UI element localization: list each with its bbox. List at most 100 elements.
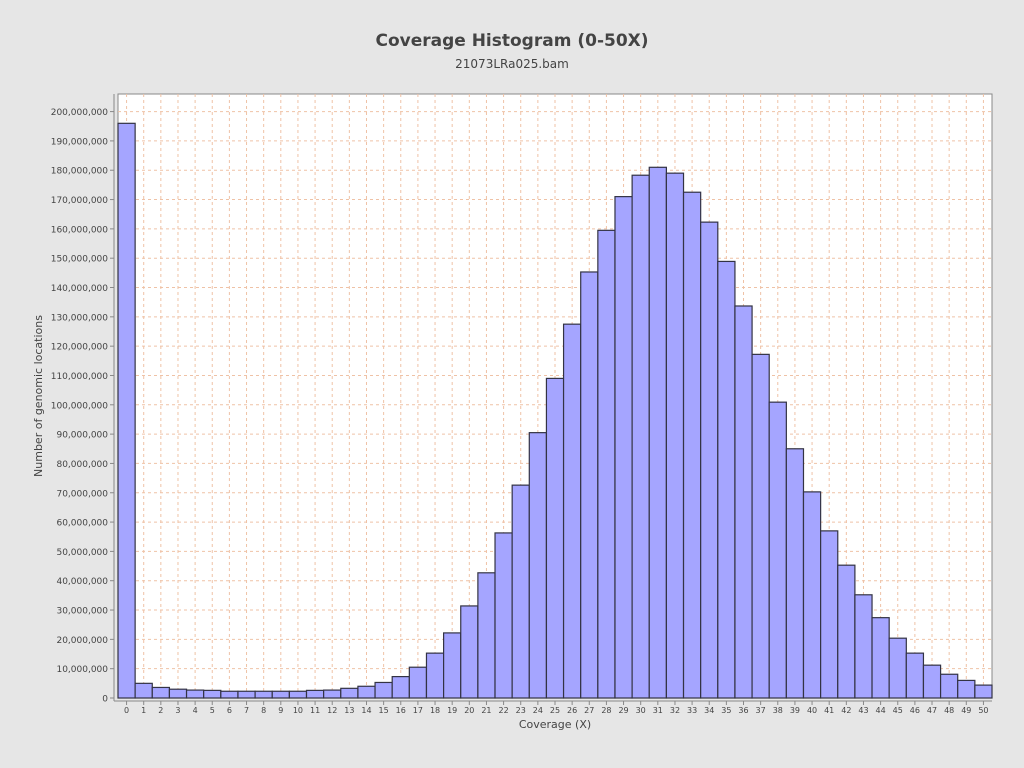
x-tick-label: 33 — [687, 706, 697, 715]
histogram-bar — [203, 689, 222, 699]
histogram-bar — [288, 690, 308, 699]
x-tick-label: 17 — [413, 706, 423, 715]
x-tick-label: 7 — [244, 706, 249, 715]
histogram-bar — [614, 196, 633, 699]
y-tick-label: 70,000,000 — [56, 489, 108, 499]
chart-subtitle: 21073LRa025.bam — [455, 57, 569, 71]
y-tick-label: 20,000,000 — [56, 636, 108, 646]
x-tick-label: 38 — [773, 706, 783, 715]
histogram-bar — [751, 353, 770, 699]
y-tick-label: 120,000,000 — [51, 343, 109, 353]
histogram-bar — [374, 681, 393, 699]
y-tick-label: 140,000,000 — [51, 284, 109, 294]
histogram-bar — [511, 484, 530, 699]
x-tick-label: 12 — [327, 706, 337, 715]
histogram-bar — [837, 564, 856, 699]
x-tick-label: 25 — [550, 706, 560, 715]
histogram-bar — [957, 679, 976, 699]
x-tick-label: 36 — [738, 706, 748, 715]
x-tick-label: 28 — [601, 706, 611, 715]
x-tick-label: 24 — [533, 706, 543, 715]
x-tick-label: 16 — [396, 706, 406, 715]
histogram-bar — [939, 673, 959, 699]
histogram-bar — [871, 617, 890, 699]
x-tick-label: 44 — [876, 706, 886, 715]
x-tick-label: 23 — [516, 706, 526, 715]
x-tick-label: 3 — [175, 706, 180, 715]
y-tick-label: 10,000,000 — [56, 665, 108, 675]
y-tick-label: 30,000,000 — [56, 607, 108, 617]
histogram-bar — [254, 690, 273, 699]
x-tick-label: 15 — [379, 706, 389, 715]
x-tick-label: 13 — [344, 706, 354, 715]
histogram-bar — [562, 323, 582, 699]
histogram-bar — [648, 166, 667, 699]
x-tick-label: 4 — [193, 706, 198, 715]
histogram-bar — [494, 532, 513, 699]
y-tick-label: 160,000,000 — [51, 225, 109, 235]
histogram-bar — [597, 229, 616, 699]
x-tick-label: 49 — [961, 706, 971, 715]
x-tick-label: 11 — [310, 706, 320, 715]
x-tick-label: 27 — [584, 706, 594, 715]
histogram-bar — [631, 174, 650, 699]
x-tick-label: 14 — [361, 706, 371, 715]
x-tick-label: 30 — [636, 706, 646, 715]
x-axis-ticks: 0 1 2 3 4 5 6 7 8 9 10 11 12 13 14 15 16 17 18 19 20 21 22 23 24… — [124, 701, 989, 715]
histogram-bar — [477, 572, 496, 699]
histogram-bar — [905, 652, 925, 699]
histogram-bar — [151, 686, 171, 699]
x-tick-label: 0 — [124, 706, 129, 715]
y-tick-label: 190,000,000 — [51, 137, 109, 147]
histogram-bar — [117, 122, 136, 699]
chart-title: Coverage Histogram (0-50X) — [375, 31, 649, 51]
histogram-bar — [922, 664, 942, 699]
histogram-bar — [220, 690, 239, 699]
y-tick-label: 0 — [102, 695, 108, 705]
histogram-bar — [854, 594, 873, 699]
x-tick-label: 1 — [141, 706, 146, 715]
histogram-bar — [528, 432, 548, 699]
histogram-bar — [323, 689, 342, 699]
histogram-bar — [271, 690, 290, 699]
histogram-bar — [768, 401, 787, 699]
x-tick-label: 31 — [653, 706, 663, 715]
y-tick-label: 40,000,000 — [56, 577, 108, 587]
histogram-bar — [888, 637, 907, 699]
x-tick-label: 8 — [261, 706, 266, 715]
histogram-bar — [665, 172, 685, 699]
x-tick-label: 6 — [227, 706, 232, 715]
x-tick-label: 19 — [447, 706, 457, 715]
y-tick-label: 110,000,000 — [51, 372, 109, 382]
y-tick-label: 100,000,000 — [51, 401, 109, 411]
histogram-bar — [305, 689, 325, 699]
x-tick-label: 42 — [841, 706, 851, 715]
histogram-bar — [734, 305, 753, 699]
x-tick-label: 43 — [858, 706, 868, 715]
y-tick-label: 80,000,000 — [56, 460, 108, 470]
histogram-bar — [391, 675, 410, 699]
histogram-bar — [820, 530, 839, 699]
histogram-bar — [185, 689, 205, 699]
histogram-bar — [237, 690, 256, 699]
x-tick-label: 40 — [807, 706, 817, 715]
x-tick-label: 48 — [944, 706, 954, 715]
histogram-bar — [408, 666, 428, 699]
x-tick-label: 29 — [618, 706, 628, 715]
histogram-bar — [134, 682, 153, 699]
x-tick-label: 5 — [210, 706, 215, 715]
x-axis-label: Coverage (X) — [519, 718, 591, 731]
bars-group — [117, 122, 993, 699]
histogram-bar — [425, 652, 445, 699]
x-tick-label: 41 — [824, 706, 834, 715]
histogram-bar — [700, 221, 719, 699]
x-tick-label: 22 — [498, 706, 508, 715]
histogram-bar — [682, 191, 702, 699]
y-tick-label: 200,000,000 — [51, 108, 109, 118]
x-tick-label: 35 — [721, 706, 731, 715]
x-tick-label: 47 — [927, 706, 937, 715]
y-tick-label: 60,000,000 — [56, 519, 108, 529]
histogram-bar — [802, 491, 822, 699]
histogram-bar — [580, 271, 599, 699]
y-axis-ticks: 0 10,000,000 20,000,000 30,000,000 40,000,00… — [51, 108, 114, 705]
